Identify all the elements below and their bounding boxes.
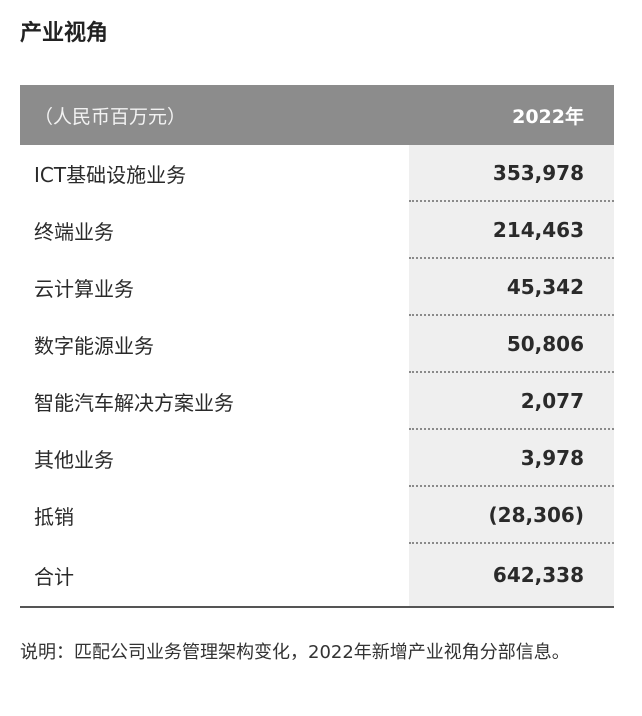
row-value: (28,306): [409, 487, 614, 544]
row-label: 终端业务: [20, 202, 409, 259]
unit-label: （人民币百万元）: [34, 105, 187, 128]
row-label: 其他业务: [20, 430, 409, 487]
row-value: 50,806: [409, 316, 614, 373]
row-value: 3,978: [409, 430, 614, 487]
total-label: 合计: [20, 544, 409, 606]
revenue-table: （人民币百万元） 2022年 ICT基础设施业务 353,978 终端业务 21…: [20, 85, 614, 608]
row-label: 数字能源业务: [20, 316, 409, 373]
row-label: ICT基础设施业务: [20, 145, 409, 202]
row-label: 智能汽车解决方案业务: [20, 373, 409, 430]
row-label: 抵销: [20, 487, 409, 544]
footnote: 说明：匹配公司业务管理架构变化，2022年新增产业视角分部信息。: [20, 642, 570, 663]
total-value: 642,338: [409, 544, 614, 606]
row-value: 353,978: [409, 145, 614, 202]
table-row: 抵销 (28,306): [20, 487, 614, 544]
table-row: 云计算业务 45,342: [20, 259, 614, 316]
table-header: （人民币百万元） 2022年: [20, 85, 614, 145]
table-row: 智能汽车解决方案业务 2,077: [20, 373, 614, 430]
table-row: 其他业务 3,978: [20, 430, 614, 487]
row-value: 45,342: [409, 259, 614, 316]
section-title: 产业视角: [20, 21, 109, 46]
total-row: 合计 642,338: [20, 544, 614, 608]
row-value: 2,077: [409, 373, 614, 430]
row-value: 214,463: [409, 202, 614, 259]
table-row: ICT基础设施业务 353,978: [20, 145, 614, 202]
table-row: 数字能源业务 50,806: [20, 316, 614, 373]
year-header: 2022年: [512, 105, 584, 128]
table-row: 终端业务 214,463: [20, 202, 614, 259]
row-label: 云计算业务: [20, 259, 409, 316]
